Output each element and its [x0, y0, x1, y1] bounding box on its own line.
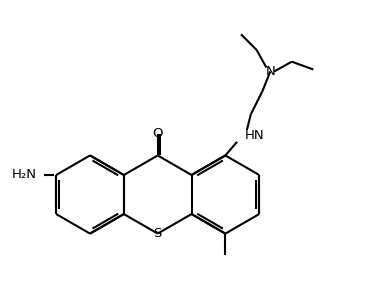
Text: HN: HN: [245, 130, 264, 142]
Text: O: O: [153, 127, 163, 141]
Text: S: S: [153, 227, 162, 240]
Text: H₂N: H₂N: [12, 169, 37, 181]
Text: N: N: [266, 65, 275, 78]
